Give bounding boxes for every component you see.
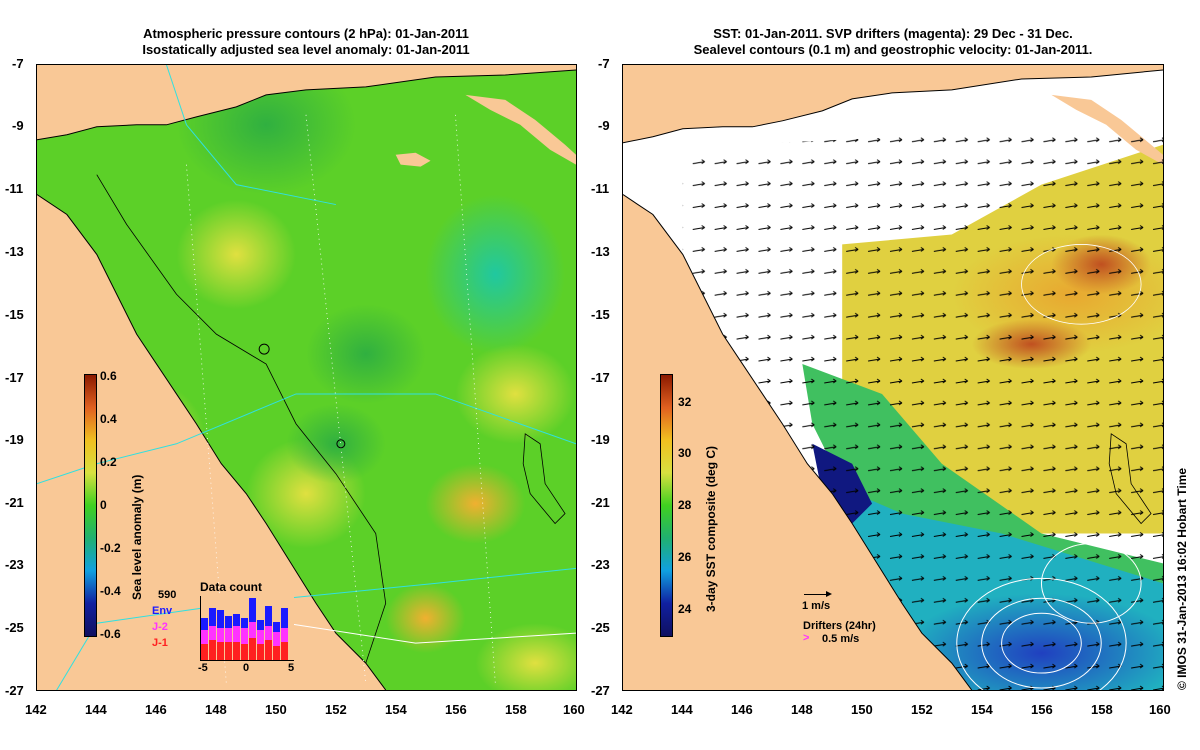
drifter-arrow-icon: > [803,632,810,644]
right-colorbar-tick: 24 [678,602,692,616]
left-y-tick: -7 [12,56,24,71]
left-y-tick: -27 [5,683,24,698]
left-x-tick: 146 [145,702,167,717]
left-colorbar [84,374,97,637]
left-colorbar-tick: -0.4 [100,584,121,598]
right-y-tick: -11 [591,181,610,196]
left-x-tick: 148 [205,702,227,717]
data-count-title: Data count [200,580,263,594]
left-colorbar-tick: -0.2 [100,541,121,555]
right-x-tick: 150 [851,702,873,717]
right-y-tick: -13 [591,244,610,259]
copyright-text: © IMOS 31-Jan-2013 16:02 Hobart Time [1175,467,1189,690]
left-colorbar-tick: 0.4 [100,412,117,426]
right-x-tick: 142 [611,702,633,717]
left-x-tick: 154 [385,702,407,717]
right-x-tick: 160 [1149,702,1171,717]
left-y-tick: -17 [5,370,24,385]
right-colorbar-tick: 32 [678,395,692,409]
left-x-tick: 152 [325,702,347,717]
scale-arrow-label: 1 m/s [802,600,831,612]
left-x-tick: 158 [505,702,527,717]
right-x-tick: 148 [791,702,813,717]
left-x-tick: 156 [445,702,467,717]
data-count-xtick: 0 [243,662,250,674]
right-colorbar-tick: 28 [678,498,692,512]
right-y-tick: -23 [591,557,610,572]
drifters-speed: 0.5 m/s [822,633,860,645]
left-y-tick: -9 [12,118,24,133]
right-y-tick: -21 [591,495,610,510]
sea-level-anomaly-map [37,65,576,690]
data-count-xtick: 5 [288,662,295,674]
right-colorbar-label: 3-day SST composite (deg C) [704,445,718,612]
left-colorbar-tick: -0.6 [100,627,121,641]
data-count-total: 590 [158,589,177,601]
right-y-tick: -7 [598,56,610,71]
right-x-tick: 156 [1031,702,1053,717]
right-title: SST: 01-Jan-2011. SVP drifters (magenta)… [622,26,1164,58]
right-x-tick: 158 [1091,702,1113,717]
left-title: Atmospheric pressure contours (2 hPa): 0… [36,26,576,58]
left-y-tick: -21 [5,495,24,510]
left-y-tick: -19 [5,432,24,447]
left-x-tick: 142 [25,702,47,717]
scale-arrow-head-icon [826,591,832,597]
data-count-legend-j1: J-1 [152,637,168,649]
right-y-tick: -19 [591,432,610,447]
right-colorbar-tick: 26 [678,550,692,564]
drifters-label: Drifters (24hr) [803,620,876,632]
data-count-bars [201,598,288,660]
right-y-tick: -15 [591,307,610,322]
right-y-tick: -9 [598,118,610,133]
left-x-tick: 144 [85,702,107,717]
right-x-tick: 152 [911,702,933,717]
left-colorbar-tick: 0 [100,498,107,512]
left-colorbar-tick: 0.6 [100,369,117,383]
right-y-tick: -27 [591,683,610,698]
right-y-tick: -25 [591,620,610,635]
sst-map [623,65,1163,690]
right-y-tick: -17 [591,370,610,385]
left-colorbar-label: Sea level anomaly (m) [130,474,144,600]
left-title-line2: Isostatically adjusted sea level anomaly… [142,42,470,57]
left-x-tick: 160 [563,702,585,717]
left-title-line1: Atmospheric pressure contours (2 hPa): 0… [143,26,469,41]
right-colorbar-tick: 30 [678,446,692,460]
left-y-tick: -25 [5,620,24,635]
data-count-legend-env: Env [152,605,173,617]
left-map[interactable] [36,64,577,691]
right-map[interactable] [622,64,1164,691]
left-y-tick: -11 [5,181,24,196]
left-x-tick: 150 [265,702,287,717]
right-colorbar [660,374,673,637]
right-x-tick: 146 [731,702,753,717]
data-count-histogram [200,596,294,661]
data-count-legend-j2: J-2 [152,621,168,633]
left-colorbar-tick: 0.2 [100,455,117,469]
right-x-tick: 154 [971,702,993,717]
data-count-xtick: -5 [198,662,208,674]
right-x-tick: 144 [671,702,693,717]
left-y-tick: -23 [5,557,24,572]
scale-arrow-icon [804,594,830,595]
right-title-line1: SST: 01-Jan-2011. SVP drifters (magenta)… [713,26,1073,41]
left-y-tick: -13 [5,244,24,259]
right-title-line2: Sealevel contours (0.1 m) and geostrophi… [693,42,1093,57]
left-y-tick: -15 [5,307,24,322]
